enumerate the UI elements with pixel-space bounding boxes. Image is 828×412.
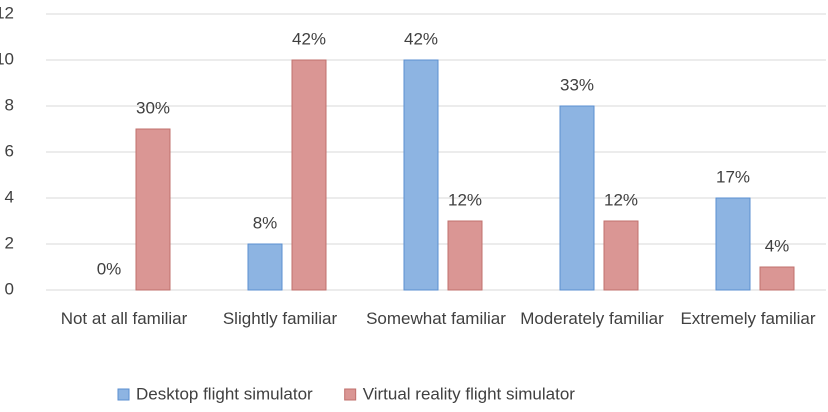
bar [135, 128, 171, 291]
legend-swatch [344, 388, 357, 401]
bar [559, 105, 595, 291]
y-tick-label: 2 [5, 233, 14, 252]
data-label: 0% [97, 259, 122, 278]
y-tick-label: 8 [5, 95, 14, 114]
y-tick-label: 10 [0, 49, 14, 68]
legend-swatch [117, 388, 130, 401]
x-tick-label: Not at all familiar [60, 309, 188, 328]
data-label: 8% [253, 213, 278, 232]
bar [403, 59, 439, 291]
data-label: 33% [560, 75, 594, 94]
x-tick-label: Slightly familiar [222, 309, 338, 328]
data-label: 12% [604, 190, 638, 209]
data-label: 17% [716, 167, 750, 186]
x-tick-label: Somewhat familiar [366, 309, 506, 328]
y-tick-label: 12 [0, 3, 14, 22]
bar [447, 220, 483, 291]
legend-label: Virtual reality flight simulator [363, 384, 576, 403]
y-tick-label: 6 [5, 141, 14, 160]
data-label: 42% [292, 29, 326, 48]
bar [603, 220, 639, 291]
bar [715, 197, 751, 291]
data-label: 30% [136, 98, 170, 117]
bar [291, 59, 327, 291]
data-label: 4% [765, 236, 790, 255]
data-label: 42% [404, 29, 438, 48]
x-tick-label: Moderately familiar [520, 309, 664, 328]
bar [759, 266, 795, 291]
x-tick-label: Extremely familiar [680, 309, 816, 328]
y-tick-label: 0 [5, 279, 14, 298]
bar [247, 243, 283, 291]
y-tick-label: 4 [5, 187, 14, 206]
data-label: 12% [448, 190, 482, 209]
legend-label: Desktop flight simulator [136, 384, 313, 403]
